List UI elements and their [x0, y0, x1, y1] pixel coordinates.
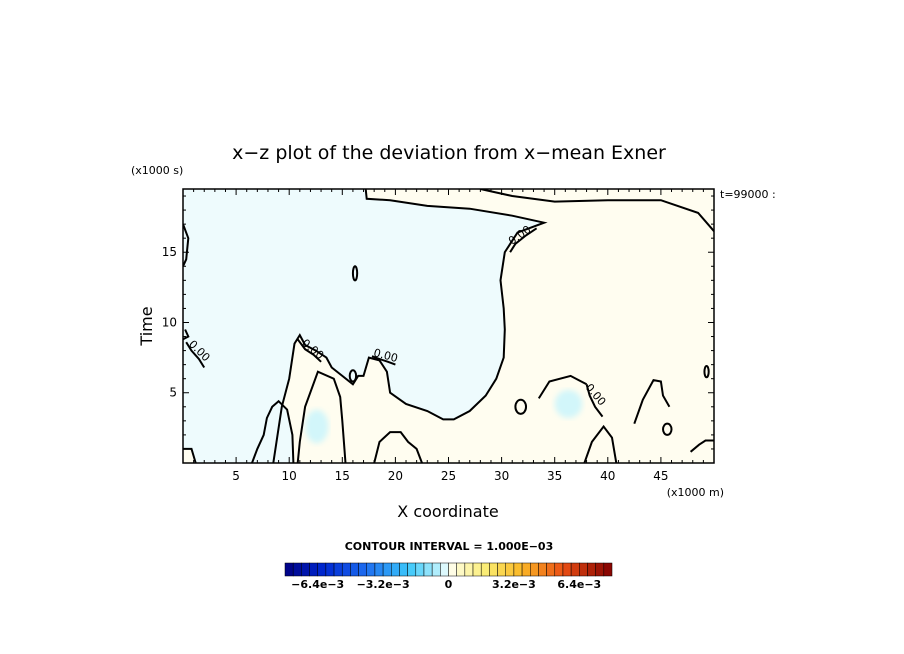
zero-contour	[373, 431, 423, 463]
colorbar-cell	[284, 562, 294, 577]
colorbar-cell	[579, 562, 588, 577]
colorbar-tick-label: 6.4e−3	[557, 578, 601, 591]
zero-contour	[185, 341, 206, 369]
colorbar-cell	[562, 562, 572, 577]
y-tick-label: 15	[162, 245, 177, 259]
x-tick-label: 5	[232, 469, 240, 483]
x-axis-label: X coordinate	[397, 502, 498, 521]
colorbar-cell	[341, 562, 351, 577]
colorbar-tick-label: −3.2e−3	[357, 578, 410, 591]
zero-contour	[585, 384, 604, 418]
colorbar-tick-label: 0	[445, 578, 453, 591]
colorbar-cell	[407, 562, 417, 577]
zero-contour	[251, 399, 295, 463]
x-tick-label: 15	[335, 469, 350, 483]
colorbar	[284, 562, 613, 577]
colorbar-cell	[399, 562, 408, 577]
x-tick-label: 35	[547, 469, 562, 483]
zero-contour-loop	[662, 422, 673, 436]
colorbar-cell	[374, 562, 384, 577]
zero-contour-loop	[351, 265, 359, 282]
zero-contour	[583, 424, 618, 463]
colorbar-cell	[513, 562, 523, 577]
x-units-label: (x1000 m)	[667, 486, 724, 499]
zero-contour	[689, 439, 714, 453]
y-tick-label: 10	[162, 315, 177, 329]
colorbar-cell	[521, 562, 531, 577]
chart-title: x−z plot of the deviation from x−mean Ex…	[232, 142, 666, 164]
contour-label: 0.00	[372, 346, 399, 365]
x-ticks: 5 10 15 20 25 30 35 40 45	[193, 189, 704, 483]
x-tick-label: 25	[441, 469, 456, 483]
colorbar-cell	[603, 562, 613, 577]
zero-contour	[296, 338, 322, 363]
colorbar-tick-label: 3.2e−3	[492, 578, 536, 591]
colorbar-cell	[472, 562, 482, 577]
y-ticks: 5 10 15	[162, 195, 714, 450]
colorbar-cell	[333, 562, 343, 577]
time-annotation: t=99000 :	[720, 188, 776, 201]
zero-contour-loop	[348, 369, 358, 383]
colorbar-cell	[292, 562, 302, 577]
zero-contour-loop	[703, 365, 710, 379]
contour-interval-label: CONTOUR INTERVAL = 1.000E−03	[345, 540, 554, 553]
colorbar-cell	[464, 562, 474, 577]
colorbar-cell	[595, 562, 605, 577]
colorbar-cell	[448, 562, 457, 577]
colorbar-cell	[456, 562, 466, 577]
plot-area: 0.000.00 0.00 0.000.00 5 10 15 20 25 30 35 40 45 5…	[162, 188, 715, 483]
colorbar-cell	[554, 562, 564, 577]
strong-negative-blob	[554, 389, 583, 419]
colorbar-cell	[415, 562, 425, 577]
colorbar-cell	[431, 562, 441, 577]
colorbar-cell	[358, 562, 368, 577]
colorbar-cell	[505, 562, 515, 577]
colorbar-cell	[382, 562, 392, 577]
colorbar-tick-label: −6.4e−3	[291, 578, 344, 591]
x-tick-label: 30	[494, 469, 509, 483]
zero-contour	[633, 378, 671, 425]
colorbar-cell	[587, 562, 596, 577]
zero-contours	[183, 189, 714, 463]
zero-contour	[537, 374, 588, 399]
x-tick-label: 20	[388, 469, 403, 483]
zero-contour	[296, 370, 347, 463]
colorbar-cell	[480, 562, 490, 577]
y-units-label: (x1000 s)	[131, 164, 183, 177]
colorbar-cell	[325, 562, 335, 577]
y-tick-label: 5	[169, 386, 177, 400]
colorbar-cell	[538, 562, 547, 577]
x-tick-label: 40	[600, 469, 615, 483]
negative-pocket	[252, 401, 294, 463]
colorbar-cell	[366, 562, 376, 577]
zero-contour	[480, 189, 714, 232]
y-axis-label: Time	[137, 306, 156, 346]
colorbar-cell	[570, 562, 580, 577]
colorbar-cell	[309, 562, 318, 577]
positive-region	[273, 189, 714, 463]
zero-contour	[509, 227, 538, 253]
zero-contour	[183, 329, 190, 341]
colorbar-cell	[546, 562, 556, 577]
zero-contour-loop	[514, 398, 528, 415]
colorbar-cell	[530, 562, 539, 577]
colorbar-cell	[350, 562, 359, 577]
colorbar-cell	[391, 562, 400, 577]
colorbar-cell	[317, 562, 327, 577]
colorbar-cell	[301, 562, 310, 577]
colorbar-cell	[489, 562, 498, 577]
zero-contour	[371, 355, 396, 366]
strong-negative-blob	[305, 409, 329, 444]
x-tick-label: 10	[282, 469, 297, 483]
x-tick-label: 45	[653, 469, 668, 483]
colorbar-tick-labels: −6.4e−3 −3.2e−3 0 3.2e−3 6.4e−3	[291, 578, 601, 591]
zero-contour-main	[272, 189, 548, 463]
strong-negative-blobs	[305, 389, 583, 444]
colorbar-cell	[423, 562, 433, 577]
zero-contour	[183, 223, 190, 267]
colorbar-cell	[497, 562, 506, 577]
colorbar-cell	[440, 562, 449, 577]
